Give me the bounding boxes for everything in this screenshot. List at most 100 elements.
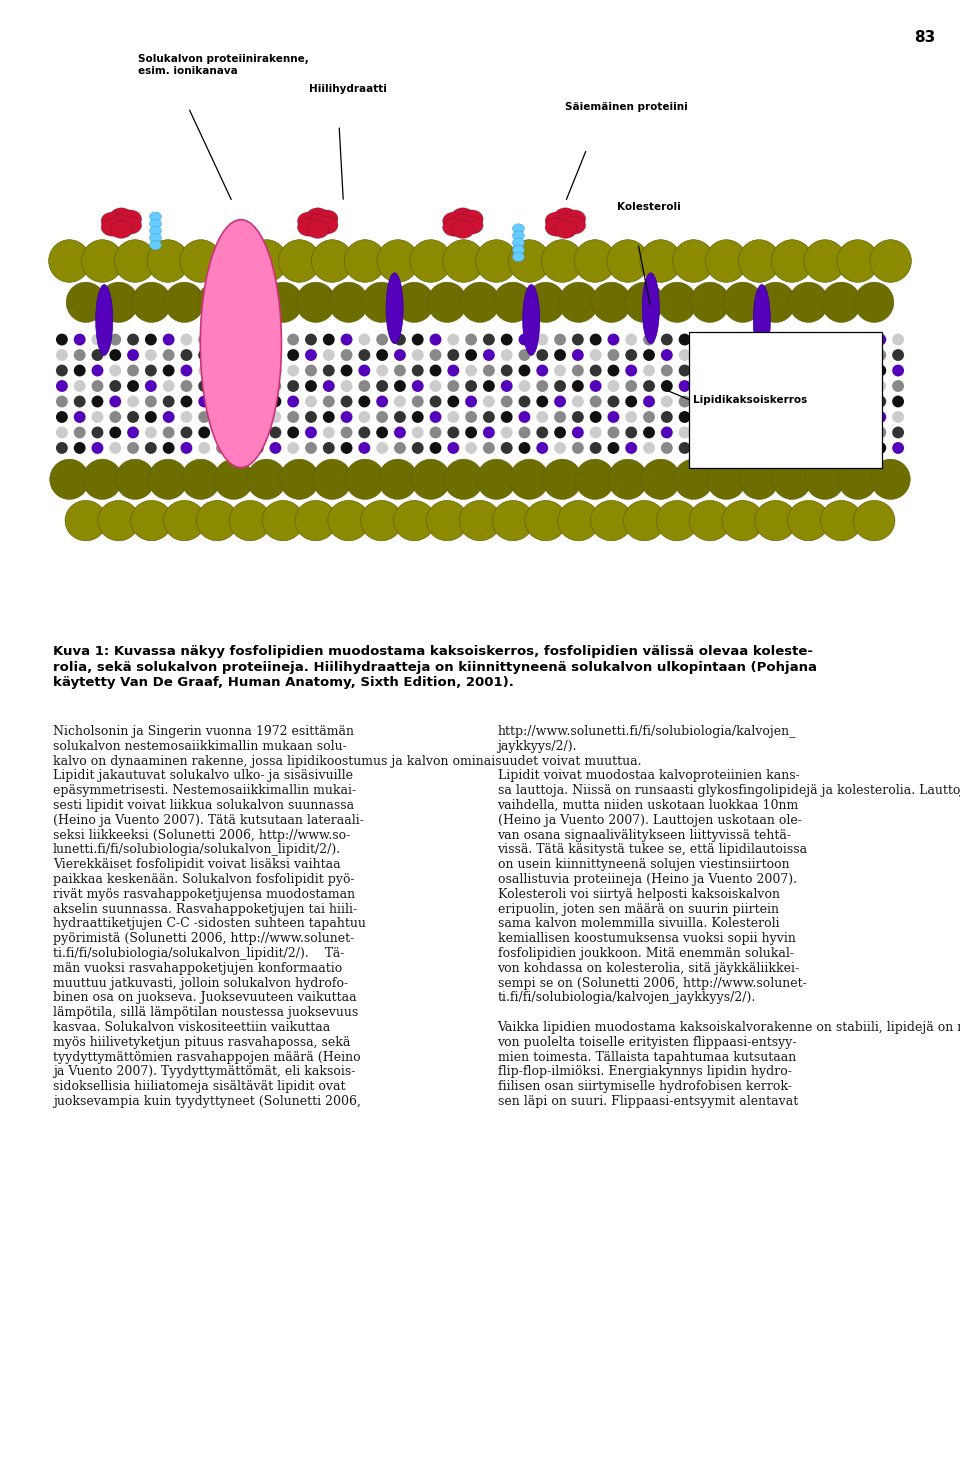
Ellipse shape — [591, 283, 631, 323]
Circle shape — [768, 427, 780, 439]
Ellipse shape — [443, 212, 466, 230]
Circle shape — [109, 411, 121, 423]
Circle shape — [537, 427, 548, 439]
Circle shape — [554, 380, 566, 392]
Circle shape — [287, 380, 300, 392]
Circle shape — [643, 396, 655, 408]
Circle shape — [537, 396, 548, 408]
Circle shape — [768, 349, 780, 361]
Circle shape — [554, 427, 566, 439]
Circle shape — [589, 396, 602, 408]
Circle shape — [234, 427, 246, 439]
Circle shape — [892, 365, 904, 377]
Text: rolia, sekä solukalvon proteiineja. Hiilihydraatteja on kiinnittyneenä solukalvo: rolia, sekä solukalvon proteiineja. Hiil… — [53, 660, 817, 673]
Circle shape — [589, 349, 602, 361]
Circle shape — [625, 365, 637, 377]
Ellipse shape — [513, 252, 524, 262]
Ellipse shape — [443, 218, 466, 236]
Ellipse shape — [101, 218, 124, 236]
Circle shape — [856, 365, 869, 377]
Circle shape — [91, 333, 104, 346]
Circle shape — [554, 442, 566, 454]
Circle shape — [554, 365, 566, 377]
Circle shape — [199, 442, 210, 454]
Circle shape — [856, 427, 869, 439]
Circle shape — [412, 365, 423, 377]
Circle shape — [323, 365, 335, 377]
Circle shape — [270, 442, 281, 454]
Ellipse shape — [542, 460, 582, 499]
Text: Kolesteroli: Kolesteroli — [616, 202, 681, 212]
Text: kasvaa. Solukalvon viskositeettiin vaikuttaa: kasvaa. Solukalvon viskositeettiin vaiku… — [53, 1021, 330, 1034]
Circle shape — [732, 349, 744, 361]
Circle shape — [804, 396, 815, 408]
Text: tyydyttymättömien rasvahappojen määrä (Heino: tyydyttymättömien rasvahappojen määrä (H… — [53, 1050, 361, 1064]
Text: vissä. Tätä käsitystä tukee se, että lipidilautoissa: vissä. Tätä käsitystä tukee se, että lip… — [497, 844, 807, 856]
Circle shape — [429, 333, 442, 346]
Circle shape — [554, 333, 566, 346]
Circle shape — [287, 396, 300, 408]
Ellipse shape — [150, 240, 161, 250]
Circle shape — [412, 427, 423, 439]
Circle shape — [91, 349, 104, 361]
Circle shape — [804, 427, 815, 439]
Circle shape — [625, 380, 637, 392]
Ellipse shape — [83, 460, 122, 499]
Circle shape — [358, 396, 371, 408]
Circle shape — [376, 411, 388, 423]
Circle shape — [394, 333, 406, 346]
Circle shape — [714, 365, 726, 377]
Circle shape — [376, 380, 388, 392]
Circle shape — [714, 427, 726, 439]
Ellipse shape — [165, 283, 204, 323]
Circle shape — [127, 349, 139, 361]
Circle shape — [305, 333, 317, 346]
Circle shape — [199, 427, 210, 439]
Ellipse shape — [114, 240, 156, 283]
Circle shape — [483, 442, 494, 454]
Circle shape — [323, 380, 335, 392]
Circle shape — [821, 411, 833, 423]
Text: sama kalvon molemmilla sivuilla. Kolesteroli: sama kalvon molemmilla sivuilla. Koleste… — [497, 918, 780, 931]
Circle shape — [518, 411, 531, 423]
Circle shape — [466, 411, 477, 423]
Circle shape — [839, 365, 851, 377]
Circle shape — [768, 396, 780, 408]
Circle shape — [537, 349, 548, 361]
Circle shape — [216, 365, 228, 377]
Circle shape — [429, 411, 442, 423]
Text: osallistuvia proteiineja (Heino ja Vuento 2007).: osallistuvia proteiineja (Heino ja Vuent… — [497, 873, 797, 885]
Circle shape — [750, 333, 761, 346]
Circle shape — [750, 396, 761, 408]
Circle shape — [447, 427, 459, 439]
Circle shape — [518, 365, 531, 377]
Circle shape — [785, 396, 798, 408]
Circle shape — [180, 396, 192, 408]
Circle shape — [821, 349, 833, 361]
Ellipse shape — [460, 283, 500, 323]
Circle shape — [341, 349, 352, 361]
Circle shape — [856, 411, 869, 423]
Circle shape — [732, 442, 744, 454]
Circle shape — [732, 365, 744, 377]
Text: Lipidikaksoiskerros: Lipidikaksoiskerros — [693, 395, 807, 405]
Ellipse shape — [315, 211, 338, 228]
Circle shape — [429, 427, 442, 439]
Circle shape — [768, 380, 780, 392]
Circle shape — [785, 442, 798, 454]
Circle shape — [358, 427, 371, 439]
Circle shape — [447, 365, 459, 377]
Circle shape — [358, 333, 371, 346]
Ellipse shape — [181, 460, 221, 499]
Text: lunetti.fi/fi/solubiologia/solukalvon_lipidit/2/).: lunetti.fi/fi/solubiologia/solukalvon_li… — [53, 844, 341, 856]
Ellipse shape — [296, 283, 335, 323]
Ellipse shape — [837, 240, 878, 283]
Circle shape — [341, 411, 352, 423]
Ellipse shape — [147, 240, 189, 283]
Text: sen läpi on suuri. Flippaasi-entsyymit alentavat: sen läpi on suuri. Flippaasi-entsyymit a… — [497, 1094, 798, 1108]
Ellipse shape — [65, 501, 107, 541]
Circle shape — [447, 411, 459, 423]
Circle shape — [483, 427, 494, 439]
Circle shape — [643, 427, 655, 439]
Ellipse shape — [315, 217, 338, 234]
